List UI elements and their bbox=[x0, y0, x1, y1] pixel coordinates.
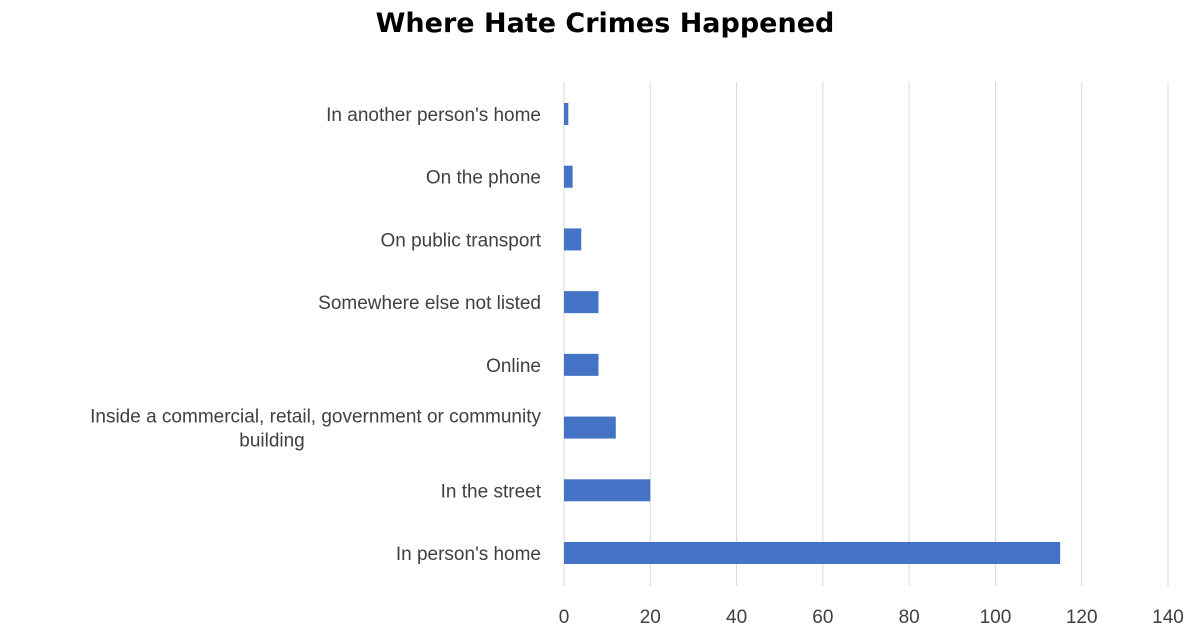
value-axis: 0 20 40 60 80 100 120 140 bbox=[559, 607, 1184, 625]
gridlines bbox=[563, 82, 1169, 586]
category-label: Inside a commercial, retail, government … bbox=[90, 407, 541, 452]
x-tick-label: 40 bbox=[726, 607, 747, 625]
category-label: On public transport bbox=[380, 230, 541, 251]
x-tick-label: 0 bbox=[559, 607, 570, 625]
x-tick-label: 100 bbox=[980, 607, 1012, 625]
category-label: Somewhere else not listed bbox=[318, 293, 541, 314]
bar bbox=[564, 542, 1061, 564]
bar bbox=[564, 103, 569, 125]
bar bbox=[564, 353, 599, 376]
bar bbox=[564, 165, 573, 188]
x-tick-label: 120 bbox=[1066, 607, 1098, 625]
category-label: In the street bbox=[441, 481, 542, 502]
category-label: On the phone bbox=[426, 168, 541, 189]
bar bbox=[564, 416, 616, 439]
bars bbox=[564, 103, 1061, 564]
x-tick-label: 60 bbox=[812, 607, 833, 625]
x-tick-label: 80 bbox=[899, 607, 920, 625]
x-tick-label: 140 bbox=[1152, 607, 1184, 625]
category-label: In person's home bbox=[396, 544, 541, 565]
bar bbox=[564, 479, 651, 502]
bar bbox=[564, 291, 599, 314]
chart-title: Where Hate Crimes Happened bbox=[375, 8, 835, 39]
category-label: In another person's home bbox=[326, 105, 541, 126]
x-tick-label: 20 bbox=[640, 607, 661, 625]
category-axis: In another person's home On the phone On p… bbox=[90, 105, 542, 565]
category-label: Online bbox=[486, 356, 541, 377]
bar bbox=[564, 228, 582, 251]
